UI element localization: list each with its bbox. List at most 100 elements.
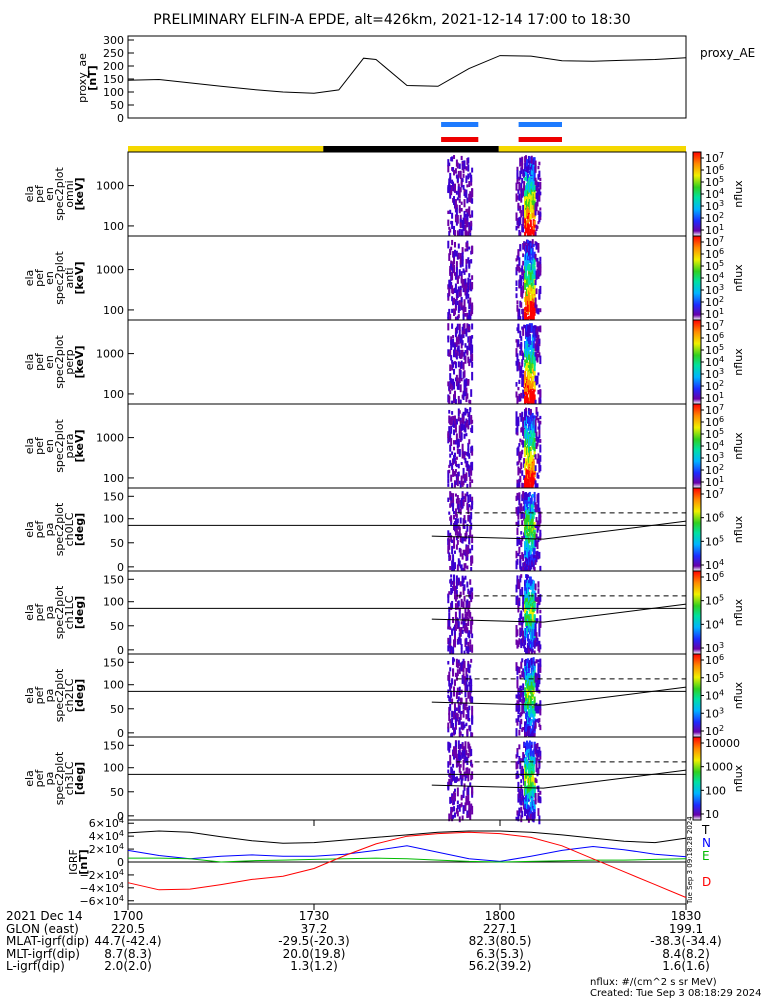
- flux-cell: [454, 741, 457, 748]
- flux-cell: [452, 469, 455, 477]
- flux-cell: [461, 252, 464, 261]
- flux-cell: [535, 745, 538, 754]
- flux-cell: [459, 482, 462, 488]
- flux-cell: [471, 479, 474, 483]
- sunlit-bar-2: [498, 146, 686, 152]
- flux-cell: [527, 731, 530, 740]
- flux-cell: [521, 698, 524, 704]
- flux-cell: [522, 683, 525, 691]
- flux-cell: [469, 809, 472, 816]
- flux-cell: [448, 253, 451, 261]
- flux-cell: [451, 462, 454, 471]
- flux-cell: [537, 243, 540, 249]
- flux-cell: [531, 273, 534, 282]
- flux-cell: [460, 711, 463, 715]
- flux-cell: [468, 418, 471, 426]
- colorbar-tick-label: 106: [705, 653, 724, 667]
- colorbar-tick-label: 105: [705, 594, 724, 608]
- flux-cell: [516, 178, 519, 185]
- flux-cell: [447, 782, 450, 791]
- flux-cell: [538, 674, 541, 681]
- flux-cell: [449, 719, 452, 724]
- colorbar-label-text: nflux: [732, 264, 745, 292]
- time-axis: [127, 820, 687, 910]
- flux-cell: [464, 424, 467, 433]
- spectrogram-ylabel-line: pa: [43, 772, 56, 786]
- flux-cell: [447, 769, 450, 774]
- flux-cell: [462, 499, 465, 507]
- flux-cell: [458, 448, 461, 456]
- flux-cell: [515, 560, 518, 570]
- flux-cell: [528, 334, 531, 338]
- flux-cell: [454, 626, 457, 631]
- flux-cell: [463, 387, 466, 397]
- flux-cell: [522, 726, 525, 731]
- colorbar-tick-label: 103: [705, 367, 724, 381]
- flux-cell: [527, 594, 530, 602]
- flux-cell: [447, 312, 450, 319]
- flux-cell: [471, 167, 474, 173]
- flux-cell: [520, 210, 523, 218]
- colorbar-tick-label: 101: [705, 307, 724, 321]
- flux-cell: [469, 579, 472, 585]
- flux-cell: [461, 582, 464, 587]
- flux-cell: [463, 724, 466, 728]
- colorbar: [692, 487, 702, 572]
- flux-cell: [518, 379, 521, 384]
- flux-cell: [534, 343, 537, 352]
- flux-cell: [451, 717, 454, 727]
- flux-cell: [449, 373, 452, 381]
- flux-cell: [526, 701, 529, 710]
- flux-cell: [452, 814, 455, 819]
- flux-cell: [453, 581, 456, 590]
- flux-cell: [461, 443, 464, 453]
- flux-cell: [525, 425, 528, 430]
- flux-cell: [456, 300, 459, 306]
- flux-cell: [520, 531, 523, 535]
- spectrogram-ylabel-line: ela: [23, 687, 36, 704]
- spectrogram-ylabel-line: [deg]: [73, 513, 86, 546]
- flux-cell: [521, 265, 524, 273]
- flux-cell: [461, 229, 464, 237]
- flux-cell: [469, 481, 472, 488]
- igrf-ylabel-line: [nT]: [77, 849, 90, 874]
- flux-cell: [466, 555, 469, 561]
- flux-cell: [453, 638, 456, 648]
- flux-cell: [450, 645, 453, 654]
- flux-cell: [456, 323, 459, 330]
- flux-cell: [515, 382, 518, 387]
- flux-cell: [529, 389, 532, 396]
- flux-cell: [521, 275, 524, 280]
- flux-cell: [451, 768, 454, 778]
- flux-cell: [524, 592, 527, 602]
- flux-cell: [539, 444, 542, 453]
- flux-cell: [525, 723, 528, 730]
- footer-row-label: MLAT-igrf(dip): [6, 934, 90, 948]
- flux-cell: [515, 507, 518, 514]
- flux-cell: [453, 754, 456, 760]
- igrf-tick-label: −2×104: [79, 868, 124, 882]
- flux-cell: [522, 554, 525, 562]
- flux-cell: [467, 157, 470, 164]
- flux-cell: [522, 566, 525, 571]
- flux-cell: [539, 398, 542, 407]
- flux-cell: [453, 706, 456, 710]
- flux-cell: [459, 384, 462, 393]
- flux-cell: [538, 629, 541, 637]
- flux-cell: [450, 520, 453, 526]
- flux-cell: [462, 417, 465, 424]
- flux-cell: [537, 350, 540, 354]
- flux-cell: [533, 650, 536, 656]
- flux-cell: [536, 550, 539, 559]
- flux-cell: [455, 464, 458, 468]
- flux-cell: [515, 225, 518, 231]
- flux-cell: [536, 326, 539, 335]
- igrf-tick-label: −6×104: [79, 894, 124, 908]
- flux-cell: [449, 314, 452, 321]
- colorbar-label-text: nflux: [732, 598, 745, 626]
- flux-cell: [458, 727, 461, 734]
- flux-cell: [470, 415, 473, 419]
- flux-cell: [465, 258, 468, 265]
- flux-cell: [521, 156, 524, 165]
- flux-cell: [467, 448, 470, 457]
